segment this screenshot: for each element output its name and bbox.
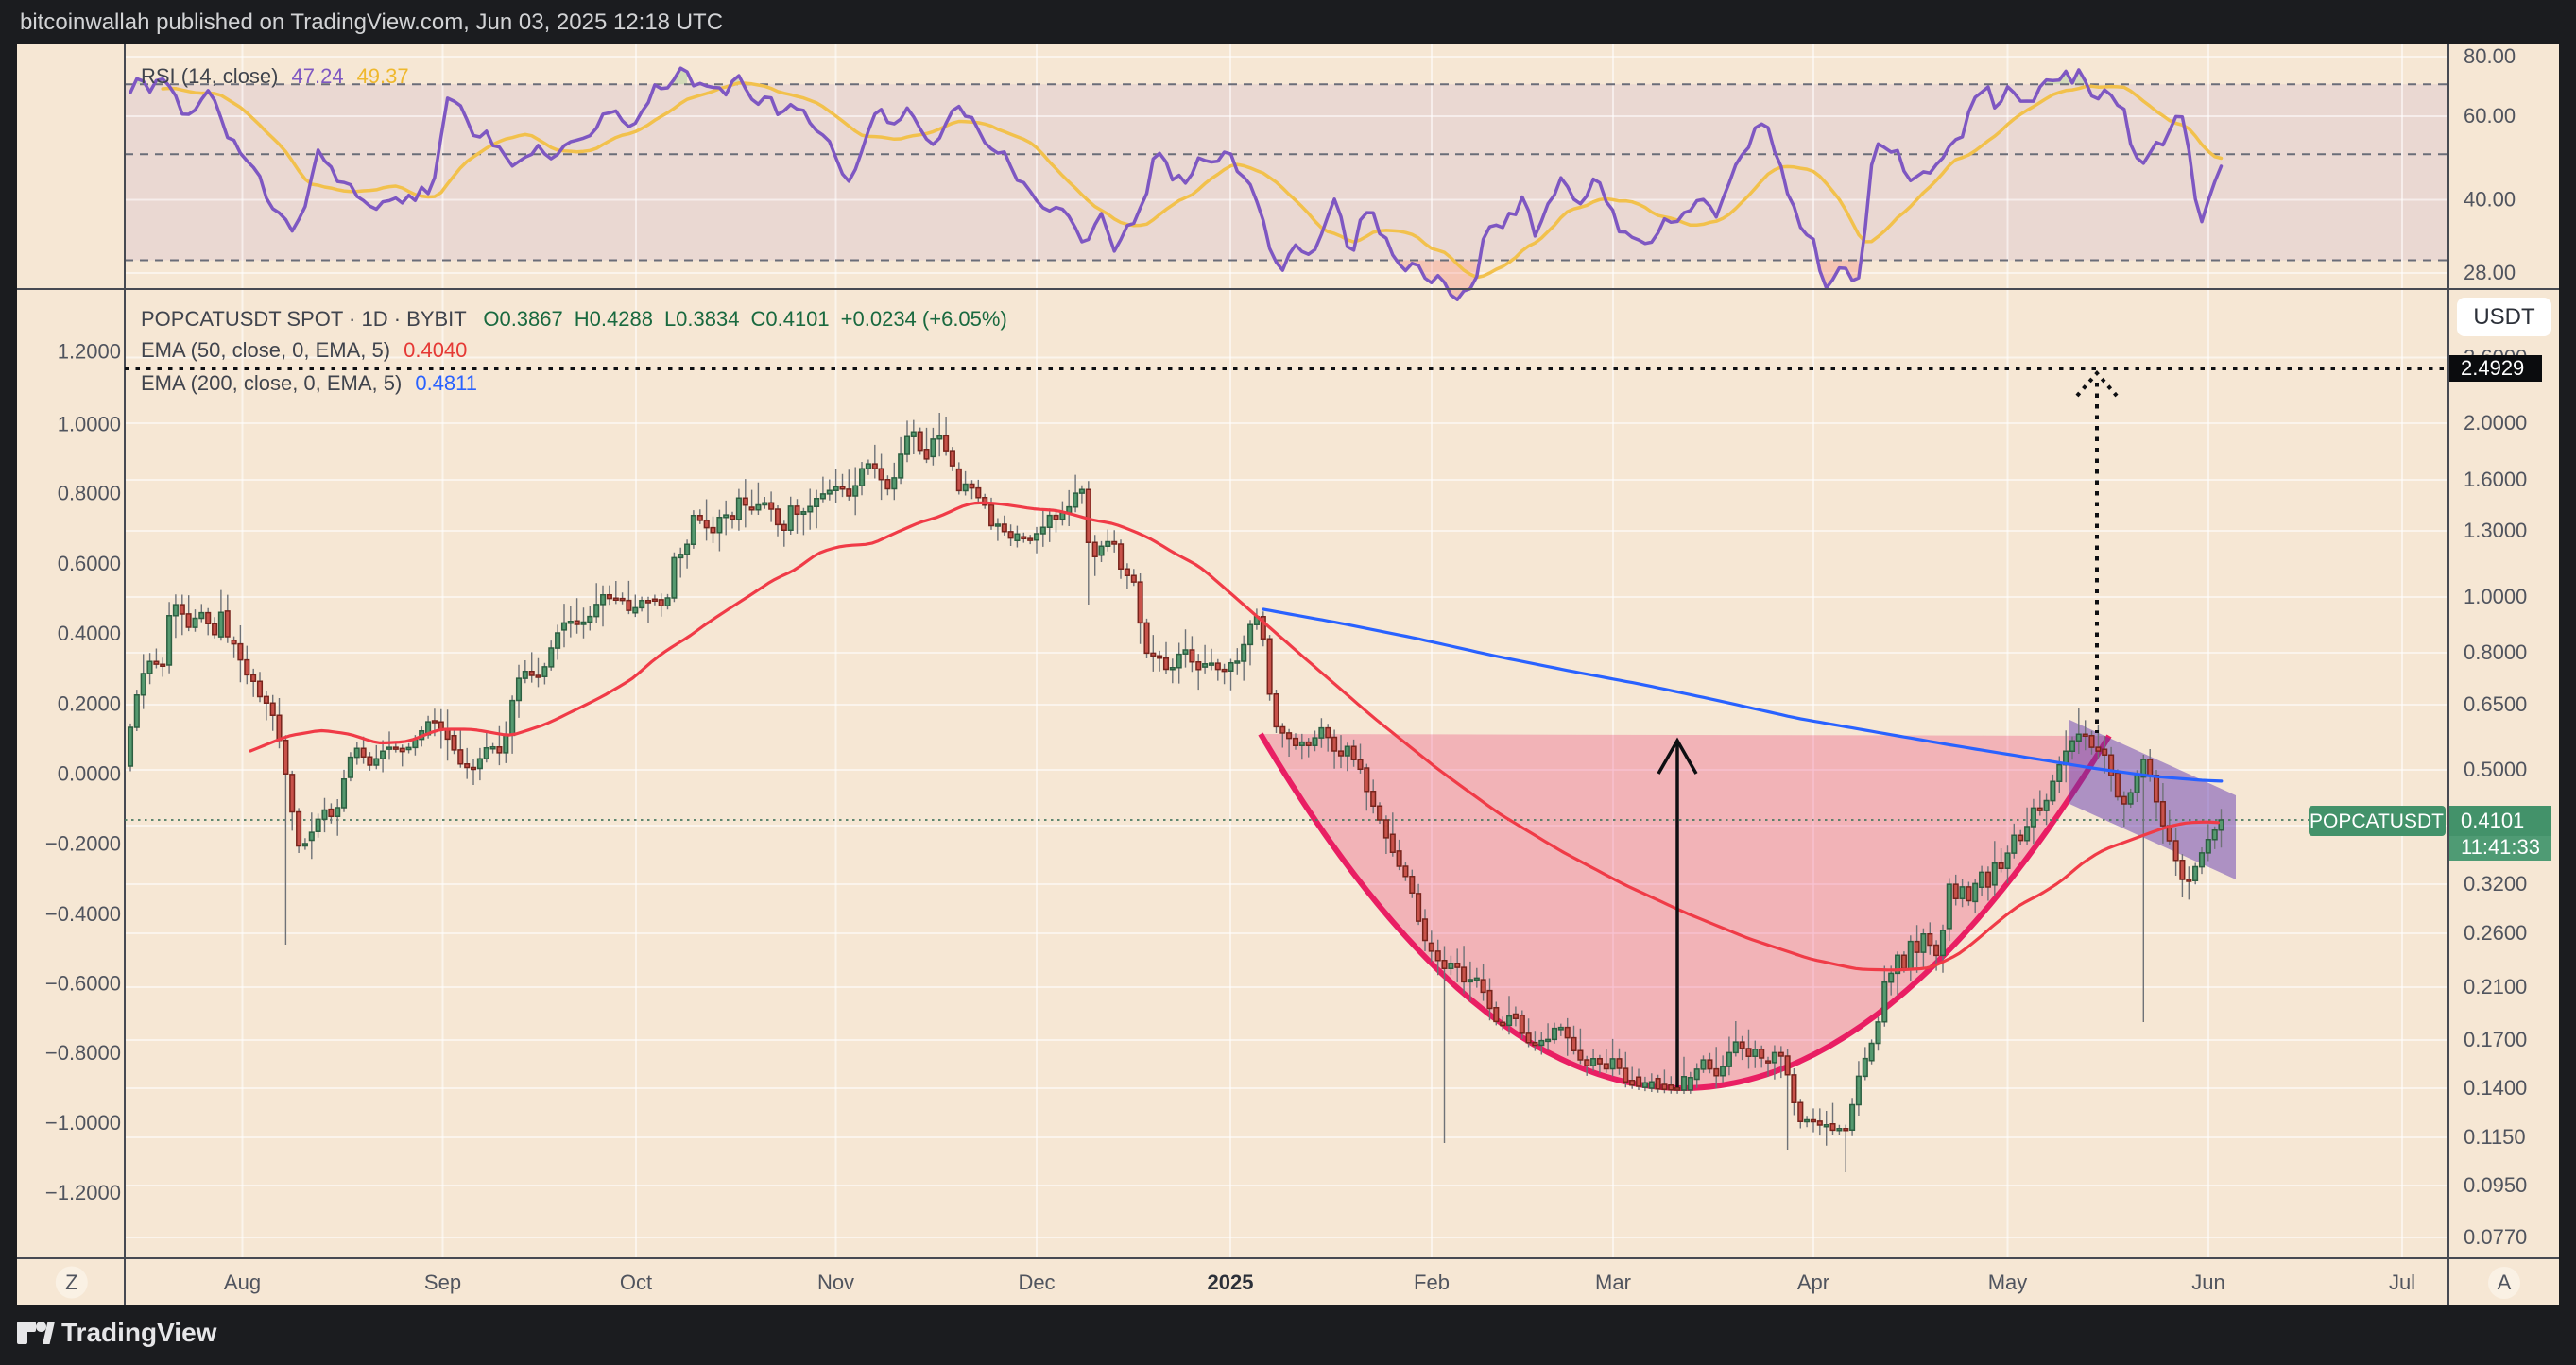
svg-text:0.6500: 0.6500: [2464, 692, 2527, 716]
svg-text:40.00: 40.00: [2464, 188, 2516, 212]
svg-text:−0.6000: −0.6000: [45, 971, 121, 995]
svg-text:80.00: 80.00: [2464, 44, 2516, 68]
svg-text:−0.2000: −0.2000: [45, 832, 121, 856]
svg-text:0.1400: 0.1400: [2464, 1076, 2527, 1100]
svg-text:0.3200: 0.3200: [2464, 872, 2527, 896]
svg-text:0.2100: 0.2100: [2464, 975, 2527, 998]
svg-text:Z: Z: [65, 1271, 77, 1294]
svg-text:11:41:33: 11:41:33: [2461, 835, 2540, 859]
svg-text:1.0000: 1.0000: [58, 412, 121, 435]
svg-text:−0.4000: −0.4000: [45, 902, 121, 926]
svg-text:0.2600: 0.2600: [2464, 921, 2527, 945]
svg-text:−1.0000: −1.0000: [45, 1111, 121, 1135]
svg-text:0.4000: 0.4000: [58, 622, 121, 645]
svg-text:2.0000: 2.0000: [2464, 411, 2527, 435]
svg-text:Sep: Sep: [424, 1271, 461, 1294]
svg-text:Jun: Jun: [2191, 1271, 2224, 1294]
svg-text:POPCATUSDT: POPCATUSDT: [2310, 810, 2444, 832]
svg-text:0.0000: 0.0000: [58, 762, 121, 786]
svg-text:Oct: Oct: [620, 1271, 652, 1294]
svg-text:0.0770: 0.0770: [2464, 1225, 2527, 1249]
svg-text:Apr: Apr: [1797, 1271, 1829, 1294]
svg-text:0.6000: 0.6000: [58, 552, 121, 575]
svg-text:1.2000: 1.2000: [58, 339, 121, 363]
svg-text:−1.2000: −1.2000: [45, 1181, 121, 1204]
svg-text:1.0000: 1.0000: [2464, 585, 2527, 608]
svg-text:USDT: USDT: [2473, 304, 2535, 330]
svg-text:0.1150: 0.1150: [2464, 1125, 2526, 1149]
svg-text:Jul: Jul: [2389, 1271, 2415, 1294]
svg-text:0.8000: 0.8000: [2464, 640, 2527, 664]
svg-text:A: A: [2498, 1271, 2512, 1294]
svg-text:May: May: [1988, 1271, 2028, 1294]
svg-text:1.6000: 1.6000: [2464, 468, 2527, 491]
svg-text:0.8000: 0.8000: [58, 482, 121, 505]
svg-text:0.4101: 0.4101: [2461, 809, 2524, 832]
svg-text:Mar: Mar: [1595, 1271, 1631, 1294]
svg-text:Feb: Feb: [1414, 1271, 1450, 1294]
svg-text:2025: 2025: [1208, 1271, 1254, 1294]
svg-text:EMA (200, close, 0, EMA, 5)0.4: EMA (200, close, 0, EMA, 5) 0.4811: [141, 371, 477, 395]
svg-text:Aug: Aug: [224, 1271, 261, 1294]
svg-text:28.00: 28.00: [2464, 261, 2516, 284]
svg-text:60.00: 60.00: [2464, 104, 2516, 128]
svg-text:Nov: Nov: [817, 1271, 854, 1294]
svg-text:−0.8000: −0.8000: [45, 1041, 121, 1065]
svg-text:Dec: Dec: [1018, 1271, 1055, 1294]
svg-text:0.5000: 0.5000: [2464, 758, 2527, 781]
svg-text:0.1700: 0.1700: [2464, 1028, 2527, 1051]
svg-text:1.3000: 1.3000: [2464, 519, 2527, 542]
svg-text:0.0950: 0.0950: [2464, 1173, 2527, 1197]
svg-text:0.2000: 0.2000: [58, 692, 121, 716]
svg-text:EMA (50, close, 0, EMA, 5)0.40: EMA (50, close, 0, EMA, 5) 0.4040: [141, 338, 467, 362]
svg-text:2.4929: 2.4929: [2461, 356, 2524, 380]
